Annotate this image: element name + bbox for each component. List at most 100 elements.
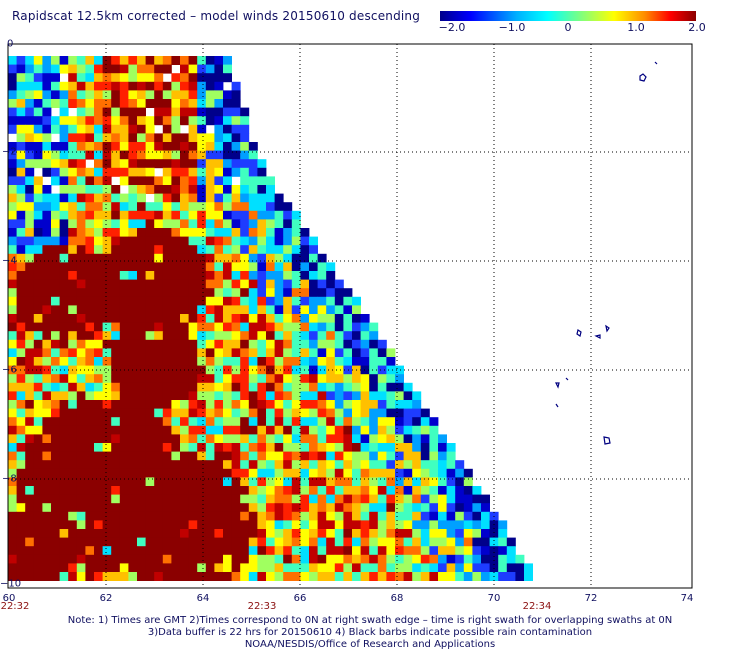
swath-cell: [309, 460, 318, 470]
swath-cell: [162, 288, 172, 298]
swath-cell: [42, 468, 52, 478]
swath-cell: [25, 563, 35, 573]
swath-cell: [154, 477, 164, 487]
swath-cell: [145, 90, 155, 100]
swath-cell: [8, 210, 17, 220]
swath-cell: [76, 503, 86, 513]
swath-cell: [420, 486, 430, 495]
swath-cell: [223, 99, 232, 108]
swath-cell: [59, 434, 69, 444]
swath-cell: [343, 443, 353, 452]
swath-cell: [291, 572, 301, 581]
swath-cell: [412, 537, 422, 547]
swath-cell: [111, 486, 121, 495]
swath-cell: [403, 572, 413, 581]
swath-cell: [231, 529, 241, 538]
swath-cell: [291, 554, 301, 564]
swath-cell: [231, 116, 241, 126]
swath-cell: [145, 554, 155, 564]
swath-cell: [197, 133, 207, 143]
swath-cell: [42, 279, 52, 289]
swath-cell: [94, 443, 103, 452]
swath-cell: [266, 434, 275, 444]
swath-cell: [119, 99, 129, 108]
swath-cell: [85, 133, 95, 143]
swath-cell: [154, 133, 164, 143]
swath-cell: [248, 253, 258, 263]
swath-cell: [326, 546, 336, 556]
swath-cell: [111, 288, 121, 298]
swath-cell: [291, 443, 301, 452]
swath-cell: [481, 563, 490, 573]
swath-cell: [94, 150, 103, 160]
swath-cell: [59, 99, 69, 108]
swath-cell: [42, 99, 52, 108]
swath-cell: [128, 572, 138, 581]
swath-cell: [137, 167, 146, 177]
swath-cell: [334, 554, 344, 564]
swath-cell: [102, 546, 112, 556]
swath-cell: [352, 563, 361, 573]
swath-cell: [51, 64, 60, 74]
swath-cell: [197, 305, 207, 315]
swath-cell: [309, 468, 318, 478]
swath-cell: [455, 486, 465, 495]
swath-cell: [231, 417, 241, 427]
swath-cell: [33, 391, 43, 401]
swath-cell: [171, 408, 181, 418]
swath-cell: [403, 460, 413, 470]
swath-cell: [42, 554, 52, 564]
swath-cell: [51, 408, 60, 418]
swath-cell: [197, 159, 207, 169]
swath-cell: [205, 305, 215, 315]
swath-cell: [8, 107, 17, 117]
swath-cell: [162, 417, 172, 427]
swath-cell: [33, 81, 43, 91]
swath-cell: [446, 572, 456, 581]
swath-cell: [223, 159, 232, 169]
swath-cell: [257, 228, 267, 237]
swath-cell: [128, 494, 138, 504]
swath-cell: [266, 443, 275, 452]
swath-cell: [248, 150, 258, 160]
swath-cell: [111, 425, 121, 435]
swath-cell: [145, 486, 155, 495]
swath-cell: [283, 219, 293, 229]
swath-cell: [274, 417, 284, 427]
swath-cell: [438, 529, 447, 538]
swath-cell: [68, 236, 78, 246]
swath-cell: [205, 288, 215, 298]
swath-cell: [231, 400, 241, 409]
swath-cell: [25, 185, 35, 194]
swath-cell: [214, 107, 224, 117]
swath-cell: [16, 520, 26, 530]
swath-cell: [180, 167, 189, 177]
swath-cell: [16, 546, 26, 556]
swath-cell: [51, 228, 60, 237]
swath-cell: [102, 382, 112, 392]
swath-cell: [85, 99, 95, 108]
swath-cell: [76, 477, 86, 487]
swath-cell: [231, 503, 241, 513]
swath-cell: [111, 81, 121, 91]
swath-cell: [223, 236, 232, 246]
swath-cell: [266, 382, 275, 392]
swath-cell: [68, 443, 78, 452]
swath-cell: [317, 554, 327, 564]
swath-cell: [94, 159, 103, 169]
swath-cell: [154, 245, 164, 255]
swath-cell: [283, 520, 293, 530]
swath-cell: [248, 408, 258, 418]
swath-cell: [205, 443, 215, 452]
swath-cell: [171, 271, 181, 280]
swath-cell: [291, 271, 301, 280]
swath-cell: [137, 477, 146, 487]
swath-cell: [102, 425, 112, 435]
swath-cell: [85, 90, 95, 100]
swath-cell: [76, 262, 86, 272]
swath-cell: [128, 167, 138, 177]
swath-cell: [25, 486, 35, 495]
swath-cell: [154, 382, 164, 392]
swath-cell: [386, 563, 396, 573]
swath-cell: [188, 90, 198, 100]
